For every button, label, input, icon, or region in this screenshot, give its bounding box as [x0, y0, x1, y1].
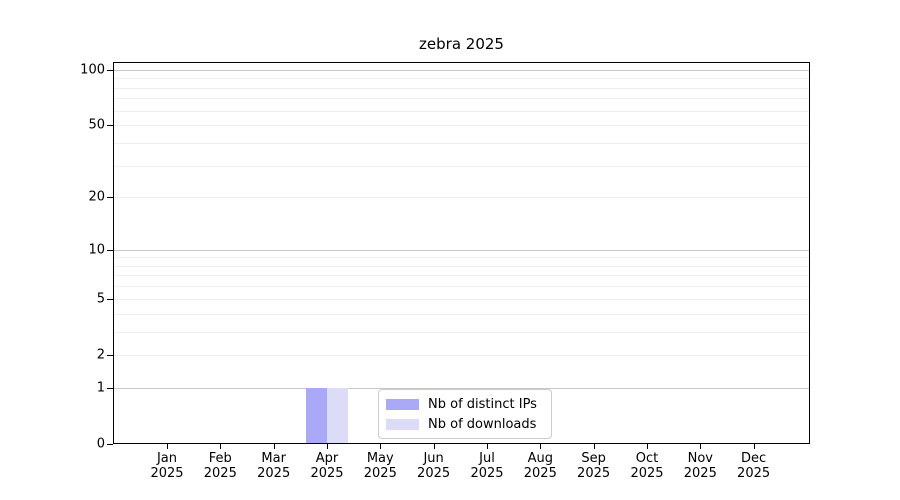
plot-area-border — [113, 62, 810, 444]
minor-gridline — [114, 87, 809, 89]
x-tick-label: Mar 2025 — [257, 451, 291, 481]
chart-title: zebra 2025 — [419, 35, 504, 53]
x-tick-mark — [647, 444, 648, 449]
minor-gridline — [114, 313, 809, 315]
legend-swatch-downloads — [386, 418, 419, 430]
y-tick-label: 10 — [88, 242, 105, 257]
legend-entry-downloads: Nb of downloads — [386, 417, 544, 432]
major-gridline — [114, 387, 809, 389]
x-tick-mark — [700, 444, 702, 449]
x-tick-mark — [593, 444, 595, 449]
x-tick-mark — [753, 444, 755, 449]
minor-gridline — [114, 354, 809, 356]
minor-gridline — [114, 331, 809, 333]
y-tick-label: 5 — [96, 291, 105, 307]
major-gridline — [114, 249, 809, 251]
legend-label-distinct-ips: Nb of distinct IPs — [428, 396, 537, 412]
y-tick-mark — [107, 249, 113, 251]
x-tick-label: Jun 2025 — [417, 451, 451, 481]
legend-entry-distinct-ips: Nb of distinct IPs — [386, 397, 544, 412]
bar-nb-of-distinct-ips — [306, 387, 327, 444]
x-tick-label: Jan 2025 — [150, 451, 184, 481]
x-tick-label: Aug 2025 — [523, 451, 557, 481]
y-tick-mark — [107, 125, 113, 127]
y-tick-mark — [107, 69, 113, 71]
minor-gridline — [114, 125, 809, 127]
minor-gridline — [114, 142, 809, 144]
x-tick-label: Apr 2025 — [310, 451, 344, 481]
y-tick-label: 0 — [96, 436, 105, 452]
legend-label-downloads: Nb of downloads — [428, 416, 537, 432]
minor-gridline — [114, 286, 809, 288]
y-tick-label: 20 — [88, 189, 105, 205]
x-tick-label: Oct 2025 — [630, 451, 664, 481]
minor-gridline — [114, 98, 809, 100]
x-tick-mark — [433, 444, 435, 449]
minor-gridline — [114, 265, 809, 267]
minor-gridline — [114, 78, 809, 80]
y-tick-label: 100 — [80, 62, 105, 78]
minor-gridline — [114, 165, 809, 167]
y-tick-mark — [107, 444, 113, 445]
x-tick-mark — [380, 444, 382, 449]
legend-swatch-distinct-ips — [386, 398, 419, 410]
x-tick-mark — [273, 444, 275, 449]
x-tick-mark — [167, 444, 168, 449]
x-tick-label: Jul 2025 — [470, 451, 504, 481]
x-tick-label: Sep 2025 — [577, 451, 611, 481]
x-tick-label: May 2025 — [363, 451, 397, 481]
minor-gridline — [114, 275, 809, 277]
bar-nb-of-downloads — [327, 387, 348, 444]
x-tick-label: Dec 2025 — [737, 451, 771, 481]
x-tick-mark — [220, 444, 222, 449]
x-tick-mark — [327, 444, 328, 449]
y-tick-label: 1 — [96, 380, 105, 396]
y-tick-mark — [107, 354, 113, 356]
minor-gridline — [114, 110, 809, 112]
x-tick-mark — [540, 444, 542, 449]
y-tick-mark — [107, 197, 113, 199]
y-tick-label: 2 — [96, 347, 105, 363]
x-tick-label: Nov 2025 — [683, 451, 717, 481]
y-tick-label: 50 — [88, 117, 105, 133]
minor-gridline — [114, 298, 809, 300]
minor-gridline — [114, 257, 809, 259]
x-tick-mark — [487, 444, 488, 449]
x-tick-label: Feb 2025 — [203, 451, 237, 481]
minor-gridline — [114, 197, 809, 199]
legend: Nb of distinct IPs Nb of downloads — [378, 389, 552, 439]
y-tick-mark — [107, 298, 113, 300]
y-tick-mark — [107, 387, 113, 389]
major-gridline — [114, 69, 809, 71]
